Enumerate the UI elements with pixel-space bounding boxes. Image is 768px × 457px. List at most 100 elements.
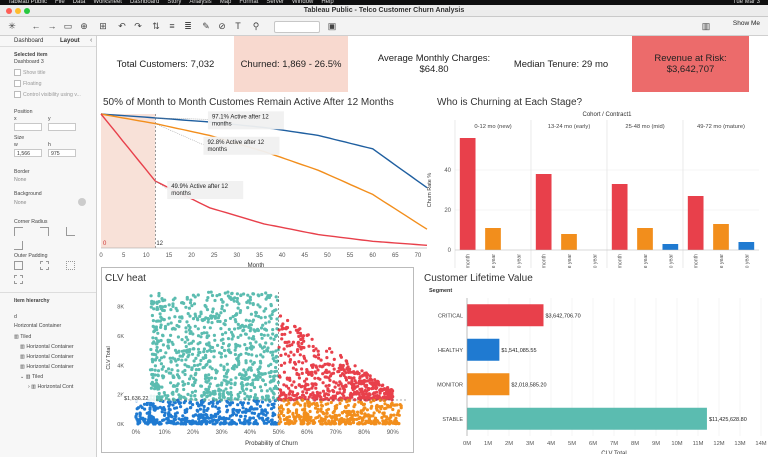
heat-dot[interactable] — [215, 384, 219, 388]
heat-dot[interactable] — [171, 403, 175, 407]
heat-dot[interactable] — [202, 404, 206, 409]
heat-dot[interactable] — [351, 413, 355, 417]
heat-dot[interactable] — [301, 336, 305, 340]
heat-dot[interactable] — [337, 413, 341, 417]
heat-dot[interactable] — [190, 352, 195, 356]
heat-dot[interactable] — [333, 420, 337, 424]
heat-dot[interactable] — [159, 338, 163, 343]
heat-dot[interactable] — [253, 407, 257, 411]
heat-dot[interactable] — [156, 374, 160, 378]
heat-dot[interactable] — [235, 299, 239, 304]
heat-dot[interactable] — [321, 398, 325, 402]
heat-dot[interactable] — [277, 415, 281, 419]
heat-dot[interactable] — [248, 301, 252, 305]
heat-dot[interactable] — [382, 395, 386, 399]
heat-dot[interactable] — [196, 347, 201, 351]
heat-dot[interactable] — [224, 416, 228, 421]
heat-dot[interactable] — [302, 411, 306, 415]
heat-dot[interactable] — [189, 394, 193, 398]
heat-dot[interactable] — [231, 333, 235, 337]
heat-dot[interactable] — [202, 410, 206, 414]
heat-dot[interactable] — [206, 387, 211, 391]
heat-dot[interactable] — [316, 353, 321, 357]
heat-dot[interactable] — [325, 396, 329, 400]
heat-dot[interactable] — [295, 400, 299, 404]
heat-dot[interactable] — [235, 409, 239, 413]
heat-dot[interactable] — [280, 324, 284, 328]
heat-dot[interactable] — [216, 400, 220, 404]
heat-dot[interactable] — [258, 404, 262, 408]
first-year-band[interactable] — [101, 114, 156, 248]
heat-dot[interactable] — [196, 327, 200, 331]
heat-dot[interactable] — [301, 390, 305, 394]
heat-dot[interactable] — [148, 418, 152, 422]
heat-dot[interactable] — [331, 411, 335, 415]
heat-dot[interactable] — [386, 403, 390, 407]
heat-dot[interactable] — [207, 290, 211, 294]
heat-dot[interactable] — [377, 383, 381, 387]
heat-dot[interactable] — [311, 384, 315, 388]
heat-dot[interactable] — [208, 344, 212, 348]
churn-bar[interactable] — [535, 174, 552, 250]
heat-dot[interactable] — [317, 419, 322, 423]
heat-dot[interactable] — [254, 377, 258, 381]
heat-dot[interactable] — [264, 321, 268, 325]
heat-dot[interactable] — [203, 377, 208, 381]
heat-dot[interactable] — [282, 383, 286, 387]
heat-dot[interactable] — [252, 422, 256, 426]
heat-dot[interactable] — [173, 296, 177, 300]
heat-dot[interactable] — [340, 411, 345, 415]
heat-dot[interactable] — [185, 320, 189, 324]
heat-dot[interactable] — [191, 332, 195, 336]
heat-dot[interactable] — [150, 301, 154, 306]
heat-dot[interactable] — [238, 421, 243, 425]
heat-dot[interactable] — [172, 398, 176, 402]
heat-dot[interactable] — [162, 355, 166, 359]
clv-bar-chart[interactable]: Segment 0M 1M 2M 3M 4M 5M 6M 7M 8M 9M 10M 11M 12M 13M 1… — [419, 286, 767, 454]
heat-dot[interactable] — [306, 421, 310, 425]
heat-dot[interactable] — [182, 395, 186, 399]
heat-dot[interactable] — [263, 315, 267, 319]
heat-dot[interactable] — [237, 362, 241, 367]
heat-dot[interactable] — [204, 380, 208, 384]
heat-dot[interactable] — [220, 345, 224, 350]
heat-dot[interactable] — [229, 378, 233, 382]
heat-dot[interactable] — [261, 323, 265, 327]
heat-dot[interactable] — [369, 421, 373, 426]
heat-dot[interactable] — [221, 393, 225, 397]
heat-dot[interactable] — [375, 386, 379, 390]
heat-dot[interactable] — [305, 419, 309, 423]
heat-dot[interactable] — [308, 409, 312, 414]
heat-dot[interactable] — [245, 346, 249, 350]
corner-top-left-icon[interactable] — [14, 227, 23, 236]
heat-dot[interactable] — [169, 359, 173, 363]
heat-dot[interactable] — [338, 387, 342, 391]
menu-item[interactable]: Worksheet — [93, 0, 122, 5]
heat-dot[interactable] — [345, 419, 350, 423]
heat-dot[interactable] — [303, 379, 307, 383]
heat-dot[interactable] — [225, 382, 229, 386]
heat-dot[interactable] — [302, 356, 307, 360]
heat-dot[interactable] — [274, 334, 278, 338]
heat-dot[interactable] — [260, 400, 265, 404]
heat-dot[interactable] — [338, 401, 342, 406]
heat-dot[interactable] — [182, 301, 186, 305]
heat-dot[interactable] — [294, 368, 298, 372]
heat-dot[interactable] — [153, 364, 157, 368]
heat-dot[interactable] — [299, 419, 303, 424]
heat-dot[interactable] — [154, 353, 158, 357]
heat-dot[interactable] — [274, 349, 278, 353]
heat-dot[interactable] — [345, 366, 349, 371]
show-me-button[interactable]: Show Me — [732, 20, 760, 27]
heat-dot[interactable] — [196, 334, 201, 338]
heat-dot[interactable] — [178, 401, 182, 405]
heat-dot[interactable] — [353, 379, 357, 383]
heat-dot[interactable] — [207, 378, 211, 382]
heat-dot[interactable] — [286, 408, 290, 412]
heat-dot[interactable] — [288, 419, 292, 423]
heat-dot[interactable] — [285, 403, 289, 407]
heat-dot[interactable] — [216, 316, 220, 320]
heat-dot[interactable] — [321, 389, 325, 393]
heat-dot[interactable] — [181, 370, 185, 374]
padding-top-icon[interactable] — [40, 261, 49, 270]
